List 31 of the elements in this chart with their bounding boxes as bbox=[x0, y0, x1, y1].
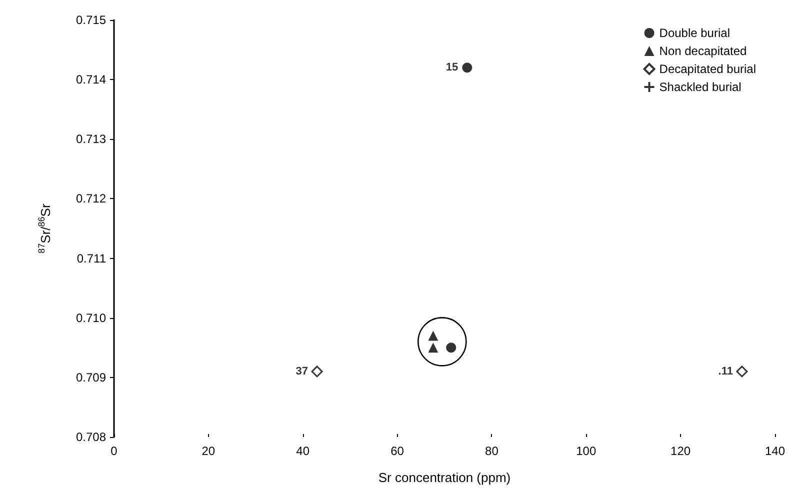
x-tick-label: 40 bbox=[296, 444, 310, 458]
legend-label: Decapitated burial bbox=[659, 62, 756, 76]
x-tick-label: 20 bbox=[202, 444, 216, 458]
legend-label: Shackled burial bbox=[659, 80, 742, 94]
annotation: 37 bbox=[296, 365, 308, 378]
point bbox=[446, 342, 456, 353]
x-tick-label: 100 bbox=[576, 444, 596, 458]
x-tick-label: 120 bbox=[670, 444, 691, 458]
annotation: 15 bbox=[446, 62, 458, 74]
annotation: .11 bbox=[718, 365, 733, 378]
x-tick-label: 0 bbox=[110, 444, 118, 458]
y-tick-label: 0.712 bbox=[76, 192, 106, 206]
legend-label: Double burial bbox=[659, 26, 730, 40]
point bbox=[428, 330, 438, 341]
y-tick-label: 0.711 bbox=[76, 251, 106, 266]
y-tick-label: 0.709 bbox=[76, 370, 106, 384]
y-tick-label: 0.715 bbox=[76, 13, 106, 27]
y-tick-label: 0.713 bbox=[76, 132, 106, 146]
point bbox=[311, 366, 323, 378]
legend-label: Non decapitated bbox=[659, 44, 747, 58]
x-tick-label: 80 bbox=[485, 444, 499, 458]
y-tick-label: 0.708 bbox=[76, 430, 106, 444]
y-tick-label: 0.710 bbox=[76, 310, 106, 325]
point bbox=[462, 62, 472, 73]
point bbox=[428, 342, 438, 353]
y-axis-title: 87Sr/86Sr bbox=[36, 203, 53, 254]
x-tick-label: 60 bbox=[390, 444, 404, 458]
y-tick-label: 0.714 bbox=[76, 72, 106, 87]
x-axis-title: Sr concentration (ppm) bbox=[378, 470, 511, 485]
point bbox=[736, 366, 748, 378]
x-tick-label: 140 bbox=[764, 444, 786, 458]
